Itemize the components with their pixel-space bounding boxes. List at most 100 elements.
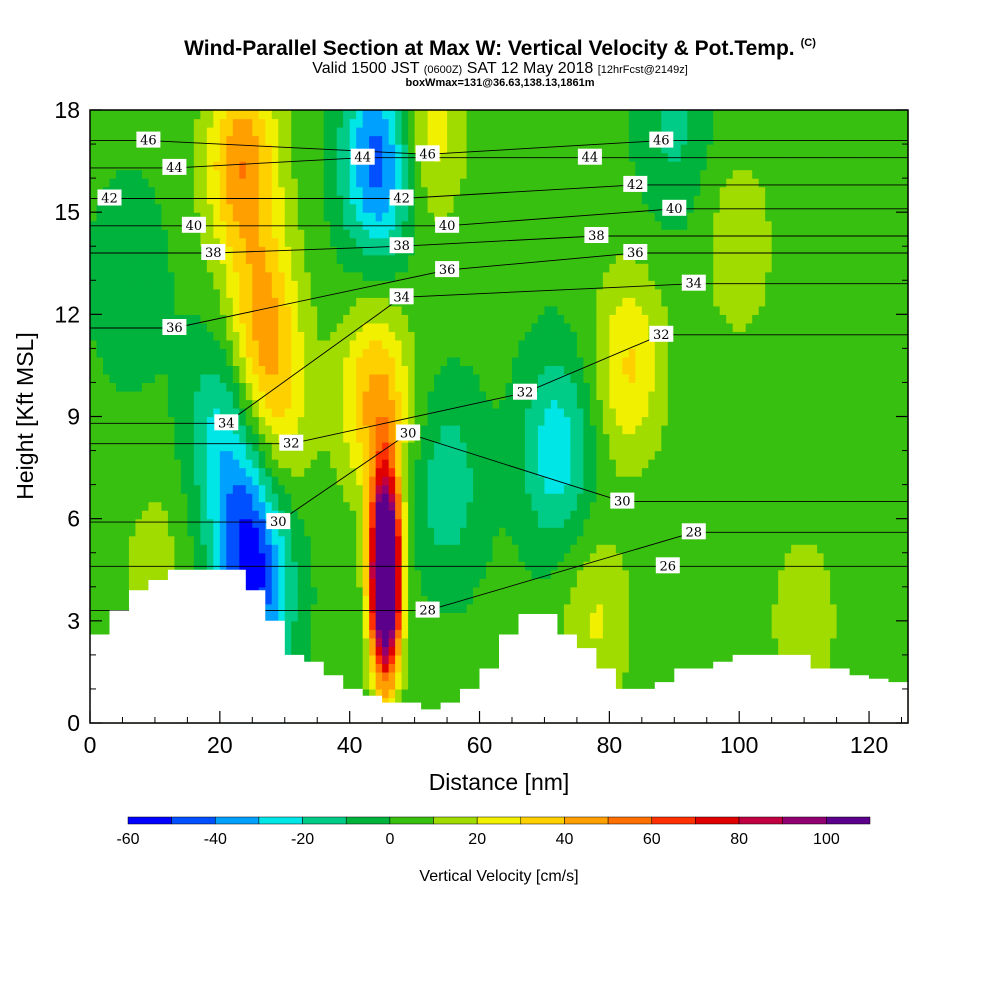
velocity-cell — [648, 578, 656, 588]
velocity-cell — [362, 620, 370, 630]
velocity-cell — [687, 552, 695, 562]
velocity-cell — [817, 586, 825, 596]
velocity-cell — [239, 459, 247, 469]
velocity-cell — [862, 493, 870, 503]
velocity-cell — [109, 382, 117, 392]
velocity-cell — [641, 527, 649, 537]
velocity-cell — [187, 527, 195, 537]
velocity-cell — [453, 561, 461, 571]
velocity-cell — [102, 476, 111, 486]
velocity-cell — [343, 467, 351, 477]
velocity-cell — [628, 612, 636, 622]
velocity-cell — [382, 654, 390, 664]
velocity-cell — [135, 518, 143, 528]
velocity-cell — [382, 671, 390, 682]
velocity-cell — [830, 518, 838, 528]
velocity-cell — [232, 467, 240, 477]
velocity-cell — [674, 646, 682, 656]
velocity-cell — [330, 407, 338, 418]
velocity-cell — [453, 501, 461, 511]
velocity-cell — [323, 620, 331, 630]
velocity-cell — [421, 646, 429, 656]
velocity-cell — [148, 535, 156, 545]
velocity-cell — [219, 442, 227, 452]
velocity-cell — [524, 407, 533, 418]
velocity-cell — [291, 450, 299, 460]
velocity-cell — [888, 416, 896, 426]
velocity-cell — [310, 586, 318, 596]
velocity-cell — [628, 450, 636, 460]
velocity-cell — [791, 535, 799, 545]
velocity-cell — [693, 586, 701, 596]
velocity-cell — [830, 544, 838, 554]
velocity-cell — [388, 416, 396, 426]
velocity-cell — [901, 484, 909, 494]
velocity-cell — [511, 518, 520, 528]
velocity-cell — [473, 476, 481, 486]
velocity-cell — [589, 399, 597, 409]
velocity-cell — [732, 646, 740, 656]
velocity-cell — [654, 416, 662, 426]
velocity-cell — [596, 612, 604, 622]
velocity-cell — [219, 552, 227, 562]
velocity-cell — [453, 467, 461, 477]
velocity-cell — [654, 646, 662, 656]
velocity-cell — [219, 501, 227, 511]
velocity-cell — [856, 442, 864, 452]
velocity-cell — [745, 561, 753, 571]
velocity-cell — [882, 484, 890, 494]
velocity-cell — [531, 433, 539, 443]
velocity-cell — [784, 586, 792, 596]
velocity-cell — [505, 603, 513, 613]
velocity-cell — [486, 450, 494, 460]
velocity-cell — [427, 637, 435, 647]
velocity-cell — [421, 433, 429, 443]
velocity-cell — [804, 459, 812, 469]
velocity-cell — [200, 561, 208, 571]
velocity-cell — [726, 552, 734, 562]
velocity-cell — [447, 697, 455, 707]
velocity-cell — [888, 612, 896, 622]
velocity-cell — [278, 578, 286, 588]
velocity-cell — [499, 442, 507, 452]
velocity-cell — [375, 425, 383, 435]
velocity-cell — [622, 544, 630, 554]
velocity-cell — [115, 425, 124, 435]
velocity-cell — [765, 527, 773, 537]
velocity-cell — [460, 654, 468, 664]
velocity-cell — [823, 629, 831, 639]
velocity-cell — [447, 569, 455, 579]
velocity-cell — [440, 407, 448, 418]
velocity-cell — [823, 646, 831, 656]
velocity-cell — [102, 629, 111, 639]
velocity-cell — [648, 654, 656, 664]
velocity-cell — [297, 493, 305, 503]
velocity-cell — [843, 535, 851, 545]
velocity-cell — [401, 518, 409, 528]
velocity-cell — [589, 501, 597, 511]
velocity-cell — [778, 425, 786, 435]
velocity-cell — [693, 425, 701, 435]
velocity-cell — [570, 459, 578, 469]
velocity-cell — [550, 501, 559, 511]
velocity-cell — [369, 654, 377, 664]
velocity-cell — [200, 433, 208, 443]
velocity-cell — [869, 442, 877, 452]
velocity-cell — [583, 442, 591, 452]
velocity-cell — [641, 501, 649, 511]
velocity-cell — [122, 535, 130, 545]
velocity-cell — [336, 595, 344, 605]
velocity-cell — [557, 629, 565, 639]
velocity-cell — [797, 518, 805, 528]
velocity-cell — [583, 544, 591, 554]
valid-utc: (0600Z) — [423, 64, 463, 76]
velocity-cell — [154, 544, 163, 554]
velocity-cell — [856, 544, 864, 554]
velocity-cell — [693, 654, 701, 664]
velocity-cell — [226, 510, 234, 520]
velocity-cell — [537, 476, 546, 486]
velocity-cell — [706, 544, 714, 554]
velocity-cell — [615, 578, 623, 588]
velocity-cell — [895, 527, 903, 537]
velocity-cell — [161, 390, 169, 401]
